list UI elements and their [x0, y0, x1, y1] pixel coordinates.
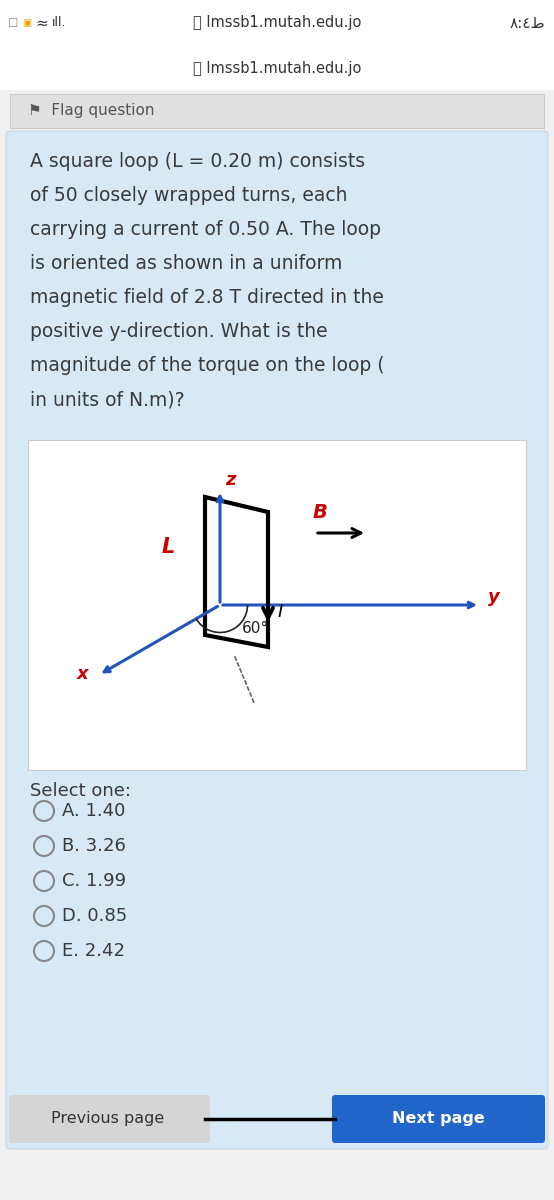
FancyBboxPatch shape: [332, 1094, 545, 1142]
Text: A. 1.40: A. 1.40: [62, 802, 125, 820]
Text: 🔒 lmssb1.mutah.edu.jo: 🔒 lmssb1.mutah.edu.jo: [193, 60, 361, 76]
Text: ıll.: ıll.: [52, 17, 66, 30]
Bar: [0, 44, 554, 90]
Text: magnitude of the torque on the loop (: magnitude of the torque on the loop (: [30, 356, 384, 374]
Text: Next page: Next page: [392, 1111, 484, 1127]
Text: x: x: [77, 665, 89, 683]
Text: I: I: [278, 602, 283, 622]
Text: in units of N.m)?: in units of N.m)?: [30, 390, 184, 409]
Text: positive y-direction. What is the: positive y-direction. What is the: [30, 322, 327, 341]
Text: z: z: [225, 470, 235, 490]
Text: 60°: 60°: [242, 622, 269, 636]
Bar: [10, 94, 544, 128]
Text: of 50 closely wrapped turns, each: of 50 closely wrapped turns, each: [30, 186, 347, 205]
Text: magnetic field of 2.8 T directed in the: magnetic field of 2.8 T directed in the: [30, 288, 384, 307]
Text: carrying a current of 0.50 A. The loop: carrying a current of 0.50 A. The loop: [30, 220, 381, 239]
Text: ⚑  Flag question: ⚑ Flag question: [28, 103, 155, 119]
Text: 🔒 lmssb1.mutah.edu.jo: 🔒 lmssb1.mutah.edu.jo: [193, 16, 361, 30]
Bar: [0, 0, 554, 44]
Text: B: B: [313, 503, 328, 522]
Text: ▣: ▣: [22, 18, 31, 28]
Text: is oriented as shown in a uniform: is oriented as shown in a uniform: [30, 254, 342, 272]
Text: ◻: ◻: [8, 17, 18, 30]
Text: ≈: ≈: [35, 16, 48, 30]
Text: E. 2.42: E. 2.42: [62, 942, 125, 960]
Text: D. 0.85: D. 0.85: [62, 907, 127, 925]
Text: A square loop (L = 0.20 m) consists: A square loop (L = 0.20 m) consists: [30, 152, 365, 170]
FancyBboxPatch shape: [9, 1094, 210, 1142]
Text: Previous page: Previous page: [52, 1111, 165, 1127]
Bar: [28, 440, 526, 770]
Text: C. 1.99: C. 1.99: [62, 872, 126, 890]
Text: B. 3.26: B. 3.26: [62, 838, 126, 854]
Text: y: y: [488, 588, 500, 606]
Text: Select one:: Select one:: [30, 782, 131, 800]
Text: L: L: [162, 538, 175, 557]
FancyBboxPatch shape: [6, 131, 548, 1150]
Text: ٨:٤ط: ٨:٤ط: [509, 16, 545, 30]
